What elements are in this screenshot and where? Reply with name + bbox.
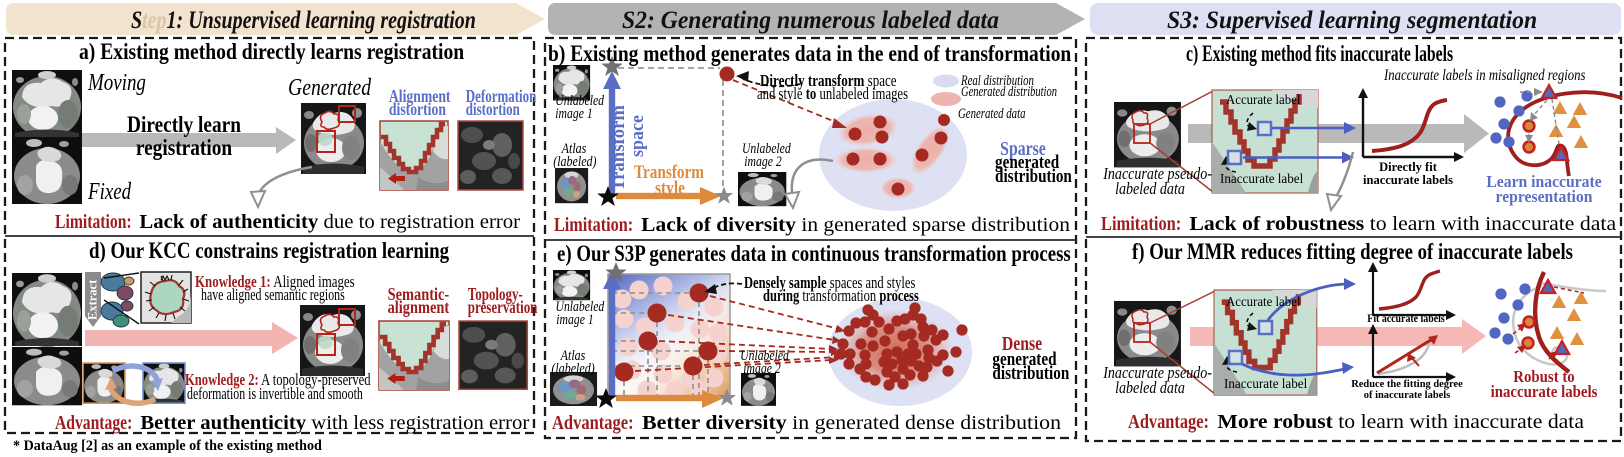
svg-text:Transform: Transform — [634, 162, 704, 183]
svg-text:Transform: Transform — [608, 105, 629, 191]
svg-text:Extract: Extract — [86, 279, 100, 320]
svg-text:style: style — [655, 178, 685, 199]
svg-text:space: space — [627, 115, 648, 157]
